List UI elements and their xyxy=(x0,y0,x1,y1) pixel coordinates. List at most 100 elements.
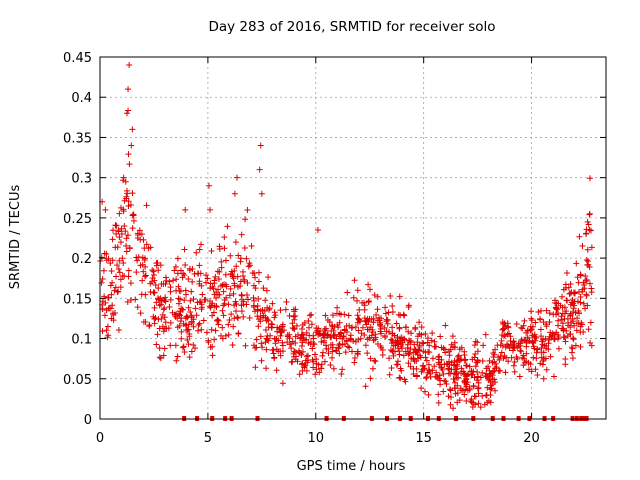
data-point xyxy=(149,267,156,274)
data-point xyxy=(220,312,227,319)
data-point xyxy=(386,355,393,362)
data-point xyxy=(178,335,185,342)
data-point xyxy=(136,227,143,234)
data-point xyxy=(454,353,461,360)
data-point xyxy=(354,350,361,357)
data-point xyxy=(118,230,125,237)
data-point xyxy=(181,246,188,253)
data-point xyxy=(119,272,126,279)
data-point xyxy=(112,244,119,251)
data-point xyxy=(306,312,313,319)
data-point xyxy=(130,217,137,224)
data-point xyxy=(377,319,384,326)
data-point xyxy=(573,260,580,267)
data-point xyxy=(551,336,558,343)
data-point xyxy=(308,311,315,318)
data-point xyxy=(371,291,378,298)
data-point xyxy=(294,358,301,365)
data-point xyxy=(355,327,362,334)
data-point xyxy=(140,236,147,243)
data-point xyxy=(209,343,216,350)
data-point xyxy=(182,206,189,213)
data-point xyxy=(116,234,123,241)
data-point xyxy=(306,324,313,331)
data-point xyxy=(564,332,571,339)
data-point xyxy=(292,340,299,347)
data-point xyxy=(142,318,149,325)
data-point xyxy=(248,242,255,249)
data-point xyxy=(254,306,261,313)
data-point xyxy=(160,306,167,313)
data-point xyxy=(428,337,435,344)
x-tick-label: 0 xyxy=(96,431,104,446)
data-point xyxy=(584,302,591,309)
data-point xyxy=(120,206,127,213)
x-tick-label: 15 xyxy=(415,431,432,446)
data-point xyxy=(181,297,188,304)
data-point xyxy=(364,336,371,343)
data-point xyxy=(290,353,297,360)
data-point xyxy=(569,315,576,322)
data-point xyxy=(461,352,468,359)
data-point xyxy=(283,299,290,306)
data-point xyxy=(496,356,503,363)
data-point xyxy=(258,357,265,364)
data-point xyxy=(543,342,550,349)
data-point xyxy=(422,330,429,337)
data-point xyxy=(286,335,293,342)
data-point xyxy=(342,327,348,334)
y-tick-label: 0.05 xyxy=(63,373,92,388)
data-point xyxy=(470,382,477,389)
y-tick-label: 0.2 xyxy=(71,252,92,267)
data-point xyxy=(470,399,477,406)
data-point xyxy=(301,320,308,327)
data-point xyxy=(242,216,249,223)
data-point xyxy=(579,286,586,293)
data-point xyxy=(158,280,165,287)
data-point xyxy=(365,297,372,304)
data-point xyxy=(329,348,336,355)
data-point xyxy=(510,338,517,345)
data-point xyxy=(153,262,160,269)
data-point xyxy=(267,332,274,339)
data-point xyxy=(179,344,186,351)
data-point xyxy=(100,267,107,274)
y-tick-label: 0.3 xyxy=(71,172,92,187)
data-point xyxy=(474,339,481,346)
data-point xyxy=(110,227,117,234)
data-point xyxy=(114,262,121,269)
data-point xyxy=(570,336,577,343)
y-tick-label: 0 xyxy=(84,413,92,428)
data-point xyxy=(367,375,374,382)
data-point xyxy=(129,190,136,197)
data-point xyxy=(562,281,569,288)
data-point xyxy=(209,312,216,319)
data-point xyxy=(575,319,582,326)
data-point xyxy=(441,377,448,384)
data-point xyxy=(327,362,334,369)
data-point xyxy=(429,330,436,337)
data-point xyxy=(208,247,215,254)
data-point xyxy=(196,278,203,285)
data-point xyxy=(250,294,257,301)
data-point xyxy=(577,299,584,306)
data-point xyxy=(152,281,159,288)
data-point xyxy=(549,332,556,339)
data-point xyxy=(540,319,547,326)
data-point xyxy=(402,348,409,355)
data-point xyxy=(271,309,278,316)
data-point xyxy=(461,357,468,364)
data-point xyxy=(571,302,578,309)
data-point xyxy=(559,293,566,300)
data-point xyxy=(546,318,553,325)
data-point xyxy=(402,378,409,385)
data-point xyxy=(447,394,454,401)
data-point xyxy=(559,304,566,311)
data-point xyxy=(198,326,205,333)
data-point xyxy=(431,363,438,370)
data-point xyxy=(173,357,180,364)
data-point xyxy=(241,278,248,285)
data-point xyxy=(123,187,130,194)
data-point xyxy=(502,322,509,329)
data-point xyxy=(475,390,482,397)
